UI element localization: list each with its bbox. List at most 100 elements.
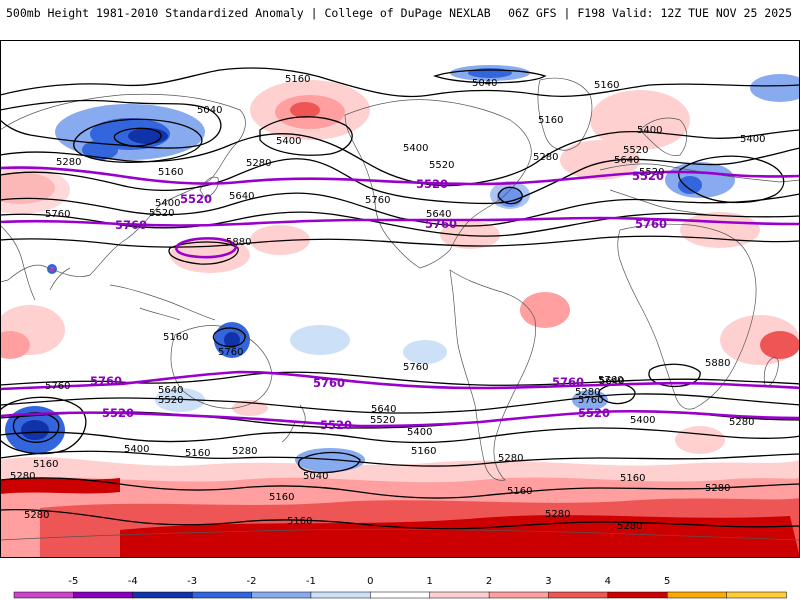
contour-label: 5760: [45, 209, 70, 220]
contour-5760-purple-south: [0, 370, 800, 391]
colorbar-segment: [607, 591, 668, 599]
coastline-indonesia: [109, 284, 216, 321]
coastline-europe: [599, 163, 800, 216]
contour-siberia-low: [113, 127, 162, 147]
contour-5760-purple-north: [0, 216, 800, 227]
anomaly-positive-africa-north: [680, 212, 760, 248]
contour-label: 5760: [403, 362, 428, 373]
contour-5520-purple-north: [0, 166, 800, 186]
contour-label: 5400: [740, 134, 765, 145]
colorbar-tick-label: -5: [68, 576, 78, 587]
colorbar-tick-label: 3: [545, 576, 551, 587]
anomaly-strong-antarctic: [120, 515, 800, 558]
coastline-australia: [170, 325, 273, 409]
contour-5040-north-pacific: [0, 99, 222, 149]
anomaly-positive-pacific-mid: [250, 225, 310, 255]
anomaly-map: 5160 5040 5160 5040 5400 5280 5280 5160 …: [0, 40, 800, 558]
contour-label: 5160: [269, 492, 294, 503]
anomaly-positive-indian-2: [0, 331, 30, 359]
contour-label: 5280: [705, 483, 730, 494]
contour-label: 5520: [429, 160, 454, 171]
key-contour-label: 5760: [90, 374, 122, 388]
contour-5280-antarctic: [0, 508, 800, 530]
contour-5280-south: [0, 450, 800, 467]
anomaly-positive-west-asia-2: [0, 166, 70, 214]
map-header: 500mb Height 1981-2010 Standardized Anom…: [0, 0, 800, 24]
anomaly-positive-south-atlantic: [520, 292, 570, 328]
contour-label: 5880: [226, 237, 251, 248]
colorbar-ticks: -5 -4 -3 -2 -1 0 1 2 3 4 5: [68, 576, 670, 587]
contour-5760-australia: [212, 327, 246, 348]
coastline-north-america: [344, 99, 532, 269]
colorbar-segment: [548, 591, 609, 599]
contour-label: 5520: [158, 395, 183, 406]
contour-5760-north: [0, 235, 800, 248]
anomaly-positive-pacific-ridge: [170, 237, 250, 273]
contour-label: 5280: [545, 509, 570, 520]
anomaly-strong-antarctic-2: [0, 478, 120, 494]
anomaly-negative-australia-core: [224, 332, 240, 348]
contour-label: 5400: [276, 136, 301, 147]
coastline-south-america: [449, 269, 536, 481]
contour-5400-bering-low: [259, 116, 353, 156]
key-contour-label: 5520: [632, 169, 664, 183]
contour-label: 5160: [594, 80, 619, 91]
anomaly-negative-europe-core: [678, 176, 702, 194]
anomaly-negative-siberia-center: [128, 128, 168, 144]
contour-label: 5160: [285, 74, 310, 85]
contour-label: 5520: [639, 167, 664, 178]
contour-label: 5400: [155, 198, 180, 209]
key-contour-label: 5760: [552, 375, 584, 389]
colorbar-segment: [370, 591, 431, 599]
contour-label: 5160: [411, 446, 436, 457]
contour-label: 5040: [472, 78, 497, 89]
contour-label: 5400: [124, 444, 149, 455]
coastline-asia: [0, 93, 246, 283]
colorbar-tick-label: -2: [247, 576, 257, 587]
contour-label: 5280: [10, 471, 35, 482]
colorbar-segment: [666, 591, 728, 599]
key-contour-label: 5760: [313, 376, 345, 390]
colorbar-tick-label: 0: [367, 576, 373, 587]
anomaly-positive-russia: [590, 90, 690, 150]
contour-labels-black: 5160 5040 5160 5040 5400 5280 5280 5160 …: [10, 74, 765, 532]
contour-label: 5160: [507, 486, 532, 497]
contour-label: 5760: [45, 381, 70, 392]
contour-5040-southern-ocean: [297, 451, 361, 474]
key-contours: [0, 166, 800, 428]
map-title: 500mb Height 1981-2010 Standardized Anom…: [6, 6, 491, 20]
contour-label: 5280: [729, 417, 754, 428]
contour-label: 5160: [158, 167, 183, 178]
contour-label: 5280: [533, 152, 558, 163]
contour-label: 5640: [229, 191, 254, 202]
contour-5400-south: [0, 427, 800, 444]
contour-label: 5760: [578, 395, 603, 406]
contour-5160-north: [0, 67, 800, 98]
anomaly-negative-great-lakes-outer: [490, 181, 530, 209]
anomaly-positive-southern-indian: [675, 426, 725, 454]
contour-5040-arctic: [432, 69, 547, 84]
anomaly-positive-bering-center: [290, 102, 320, 118]
coastlines: [0, 77, 800, 541]
contour-label: 5280: [232, 446, 257, 457]
model-run-info: 06Z GFS | F198 Valid: 12Z TUE NOV 25 202…: [508, 6, 792, 20]
contour-label: 5160: [538, 115, 563, 126]
anomaly-negative-pacific: [290, 325, 350, 355]
contour-label: 5400: [407, 427, 432, 438]
contour-5520-north: [0, 192, 800, 227]
colorbar-segment: [191, 591, 253, 599]
colorbar-tick-label: 5: [664, 576, 670, 587]
contour-5520-purple-south: [0, 409, 800, 428]
contour-5400-north: [0, 147, 800, 205]
coastline-scandinavia: [639, 117, 688, 156]
contour-labels-purple: 5520 5760 5520 5760 5520 5760 5760 5760 …: [90, 169, 667, 432]
contour-great-lakes-low: [497, 186, 523, 205]
contour-label: 5280: [56, 157, 81, 168]
contour-label: 5280: [246, 158, 271, 169]
contour-label: 5040: [197, 105, 222, 116]
anomaly-negative-southwest-pacific-core: [21, 420, 49, 440]
contour-label: 5040: [303, 471, 328, 482]
colorbar-segment: [132, 591, 193, 599]
anomaly-positive-atlantic-mid: [440, 221, 500, 249]
key-contour-label: 5520: [180, 192, 212, 206]
